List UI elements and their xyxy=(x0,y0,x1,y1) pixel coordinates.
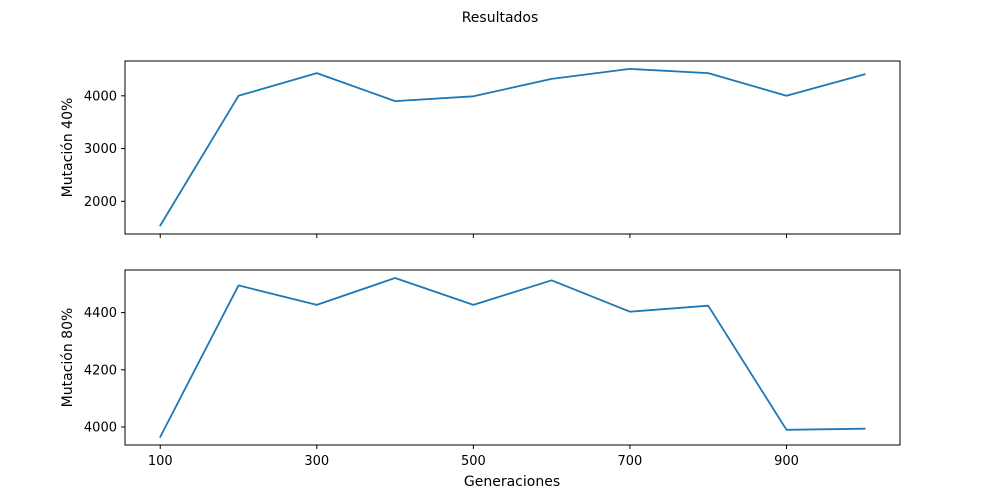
y-tick-label-3000: 3000 xyxy=(84,142,117,157)
y-axis-label-mutacion-40: Mutación 40% xyxy=(60,98,76,198)
axes-frame-mutacion-80 xyxy=(124,269,901,446)
y-tick-label-4400: 4400 xyxy=(84,306,117,321)
x-tick-label-100: 100 xyxy=(148,454,173,469)
y-tick-label-4200: 4200 xyxy=(84,363,117,378)
series-line-mutacion-80 xyxy=(159,277,866,438)
y-tick-label-4000: 4000 xyxy=(84,89,117,104)
subplot-mutation-80: 100 300 500 700 900 4000 4200 4400 Mutación 80% xyxy=(60,269,901,469)
axes-frame-mutacion-40 xyxy=(124,60,901,235)
y-tick-label-4000: 4000 xyxy=(84,420,117,435)
x-tick-label-300: 300 xyxy=(304,454,329,469)
figure-title: Resultados xyxy=(462,10,539,26)
x-tick-label-500: 500 xyxy=(461,454,486,469)
y-axis-label-mutacion-80: Mutación 80% xyxy=(60,308,76,408)
y-tick-label-2000: 2000 xyxy=(84,195,117,210)
x-tick-label-900: 900 xyxy=(774,454,799,469)
subplot-mutation-40: 2000 3000 4000 Mutación 40% xyxy=(60,60,901,238)
series-line-mutacion-40 xyxy=(159,68,866,227)
x-axis-label: Generaciones xyxy=(464,474,560,490)
x-tick-label-700: 700 xyxy=(618,454,643,469)
